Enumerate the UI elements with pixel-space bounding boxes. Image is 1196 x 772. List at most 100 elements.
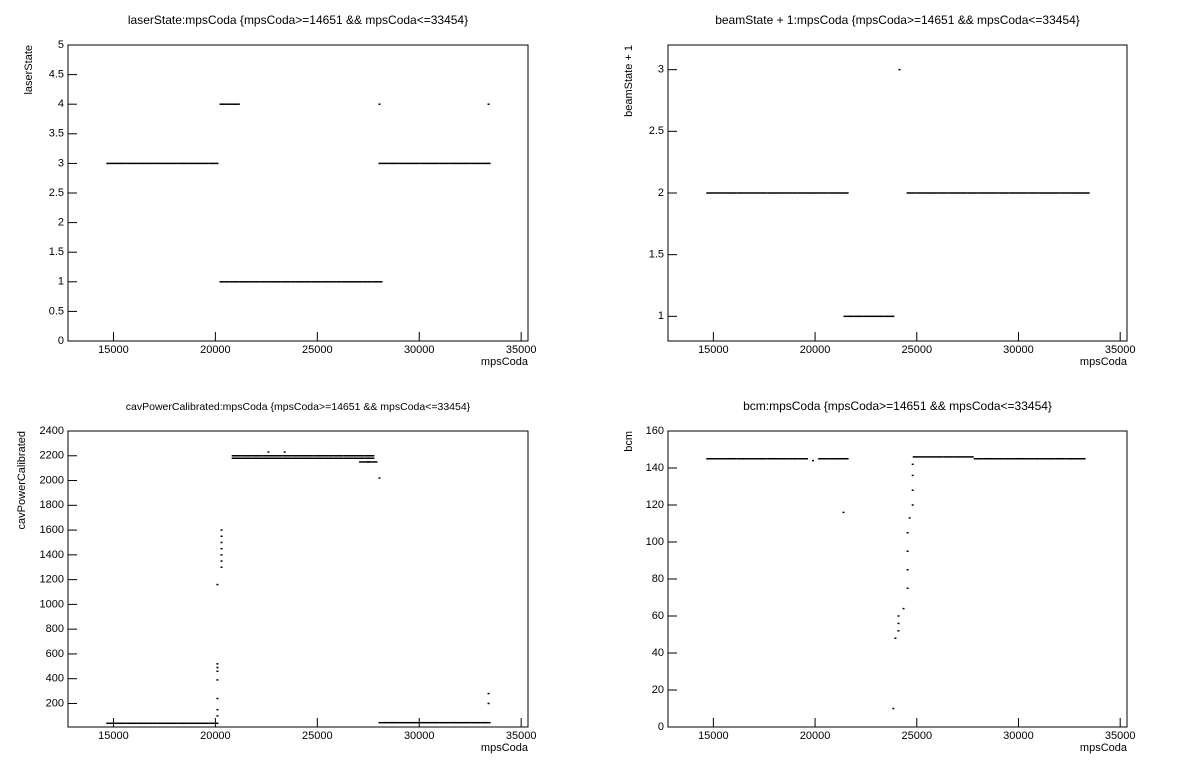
- point: [398, 162, 410, 165]
- x-axis-label: mpsCoda: [481, 356, 529, 368]
- point: [313, 455, 324, 457]
- point: [147, 722, 158, 725]
- y-tick-label: 1800: [40, 499, 64, 511]
- point: [241, 455, 253, 457]
- point: [767, 192, 778, 194]
- point: [480, 162, 491, 165]
- point: [282, 457, 293, 459]
- point: [439, 721, 450, 724]
- point: [1018, 192, 1029, 194]
- point: [220, 560, 223, 562]
- point: [372, 281, 383, 283]
- x-tick-label: 35000: [1105, 344, 1136, 356]
- point: [757, 458, 768, 460]
- point: [220, 541, 223, 544]
- x-tick-label: 15000: [698, 344, 729, 356]
- point: [220, 566, 223, 568]
- point: [267, 451, 270, 453]
- point: [216, 666, 219, 669]
- point: [987, 192, 999, 194]
- y-tick-label: 120: [646, 499, 664, 511]
- point: [343, 455, 355, 457]
- point: [388, 721, 399, 724]
- point: [470, 721, 481, 724]
- point: [716, 458, 727, 460]
- point: [216, 679, 219, 681]
- point: [198, 722, 209, 725]
- point: [937, 192, 948, 194]
- point: [378, 477, 381, 479]
- point: [787, 192, 798, 194]
- point: [843, 315, 854, 318]
- point: [429, 162, 440, 165]
- point: [303, 457, 314, 459]
- point: [460, 162, 471, 165]
- point: [282, 455, 293, 457]
- point: [313, 457, 324, 459]
- point: [716, 192, 727, 194]
- point: [897, 615, 900, 617]
- point: [341, 281, 352, 283]
- point: [177, 162, 188, 165]
- point: [1079, 192, 1090, 194]
- y-tick-label: 5: [58, 39, 64, 51]
- point: [449, 162, 461, 165]
- y-tick-label: 160: [646, 425, 664, 437]
- point: [894, 637, 897, 639]
- x-tick-label: 25000: [901, 344, 932, 356]
- point: [1024, 458, 1035, 460]
- point: [902, 607, 905, 610]
- chart-title: cavPowerCalibrated:mpsCoda {mpsCoda>=146…: [126, 401, 471, 413]
- point: [838, 192, 849, 194]
- point: [378, 103, 381, 105]
- point: [333, 457, 344, 459]
- point: [354, 457, 365, 459]
- point: [726, 192, 737, 194]
- point: [147, 162, 158, 165]
- point: [998, 192, 1009, 194]
- point: [219, 281, 230, 283]
- x-tick-label: 20000: [200, 730, 231, 742]
- y-tick-label: 140: [646, 462, 664, 474]
- point: [1038, 192, 1049, 194]
- point: [303, 455, 314, 457]
- y-tick-label: 0: [658, 721, 664, 733]
- point: [323, 455, 334, 457]
- point: [216, 583, 219, 586]
- point: [911, 463, 914, 466]
- point: [229, 281, 240, 283]
- point: [908, 517, 911, 519]
- point: [241, 457, 253, 459]
- point: [926, 192, 938, 194]
- point: [1075, 458, 1086, 460]
- y-tick-label: 80: [652, 573, 664, 585]
- point: [818, 192, 829, 194]
- point: [746, 458, 758, 460]
- point: [1004, 458, 1015, 460]
- point: [943, 456, 954, 458]
- point: [874, 315, 885, 318]
- point: [812, 459, 815, 462]
- point: [126, 722, 137, 725]
- point: [323, 457, 334, 459]
- point: [220, 547, 223, 550]
- x-tick-label: 35000: [506, 344, 537, 356]
- point: [354, 455, 365, 457]
- y-tick-label: 2200: [40, 450, 64, 462]
- point: [911, 489, 914, 491]
- point: [1048, 192, 1060, 194]
- point: [398, 721, 410, 724]
- point: [726, 458, 737, 460]
- y-tick-label: 3: [658, 64, 664, 76]
- y-tick-label: 1600: [40, 524, 64, 536]
- point: [957, 192, 968, 194]
- point: [1034, 458, 1045, 460]
- point: [777, 192, 788, 194]
- point: [906, 569, 909, 571]
- point: [116, 162, 127, 165]
- point: [292, 455, 304, 457]
- point: [231, 457, 242, 459]
- point: [359, 461, 370, 463]
- chart-title: laserState:mpsCoda {mpsCoda>=14651 && mp…: [128, 13, 468, 27]
- point: [767, 458, 778, 460]
